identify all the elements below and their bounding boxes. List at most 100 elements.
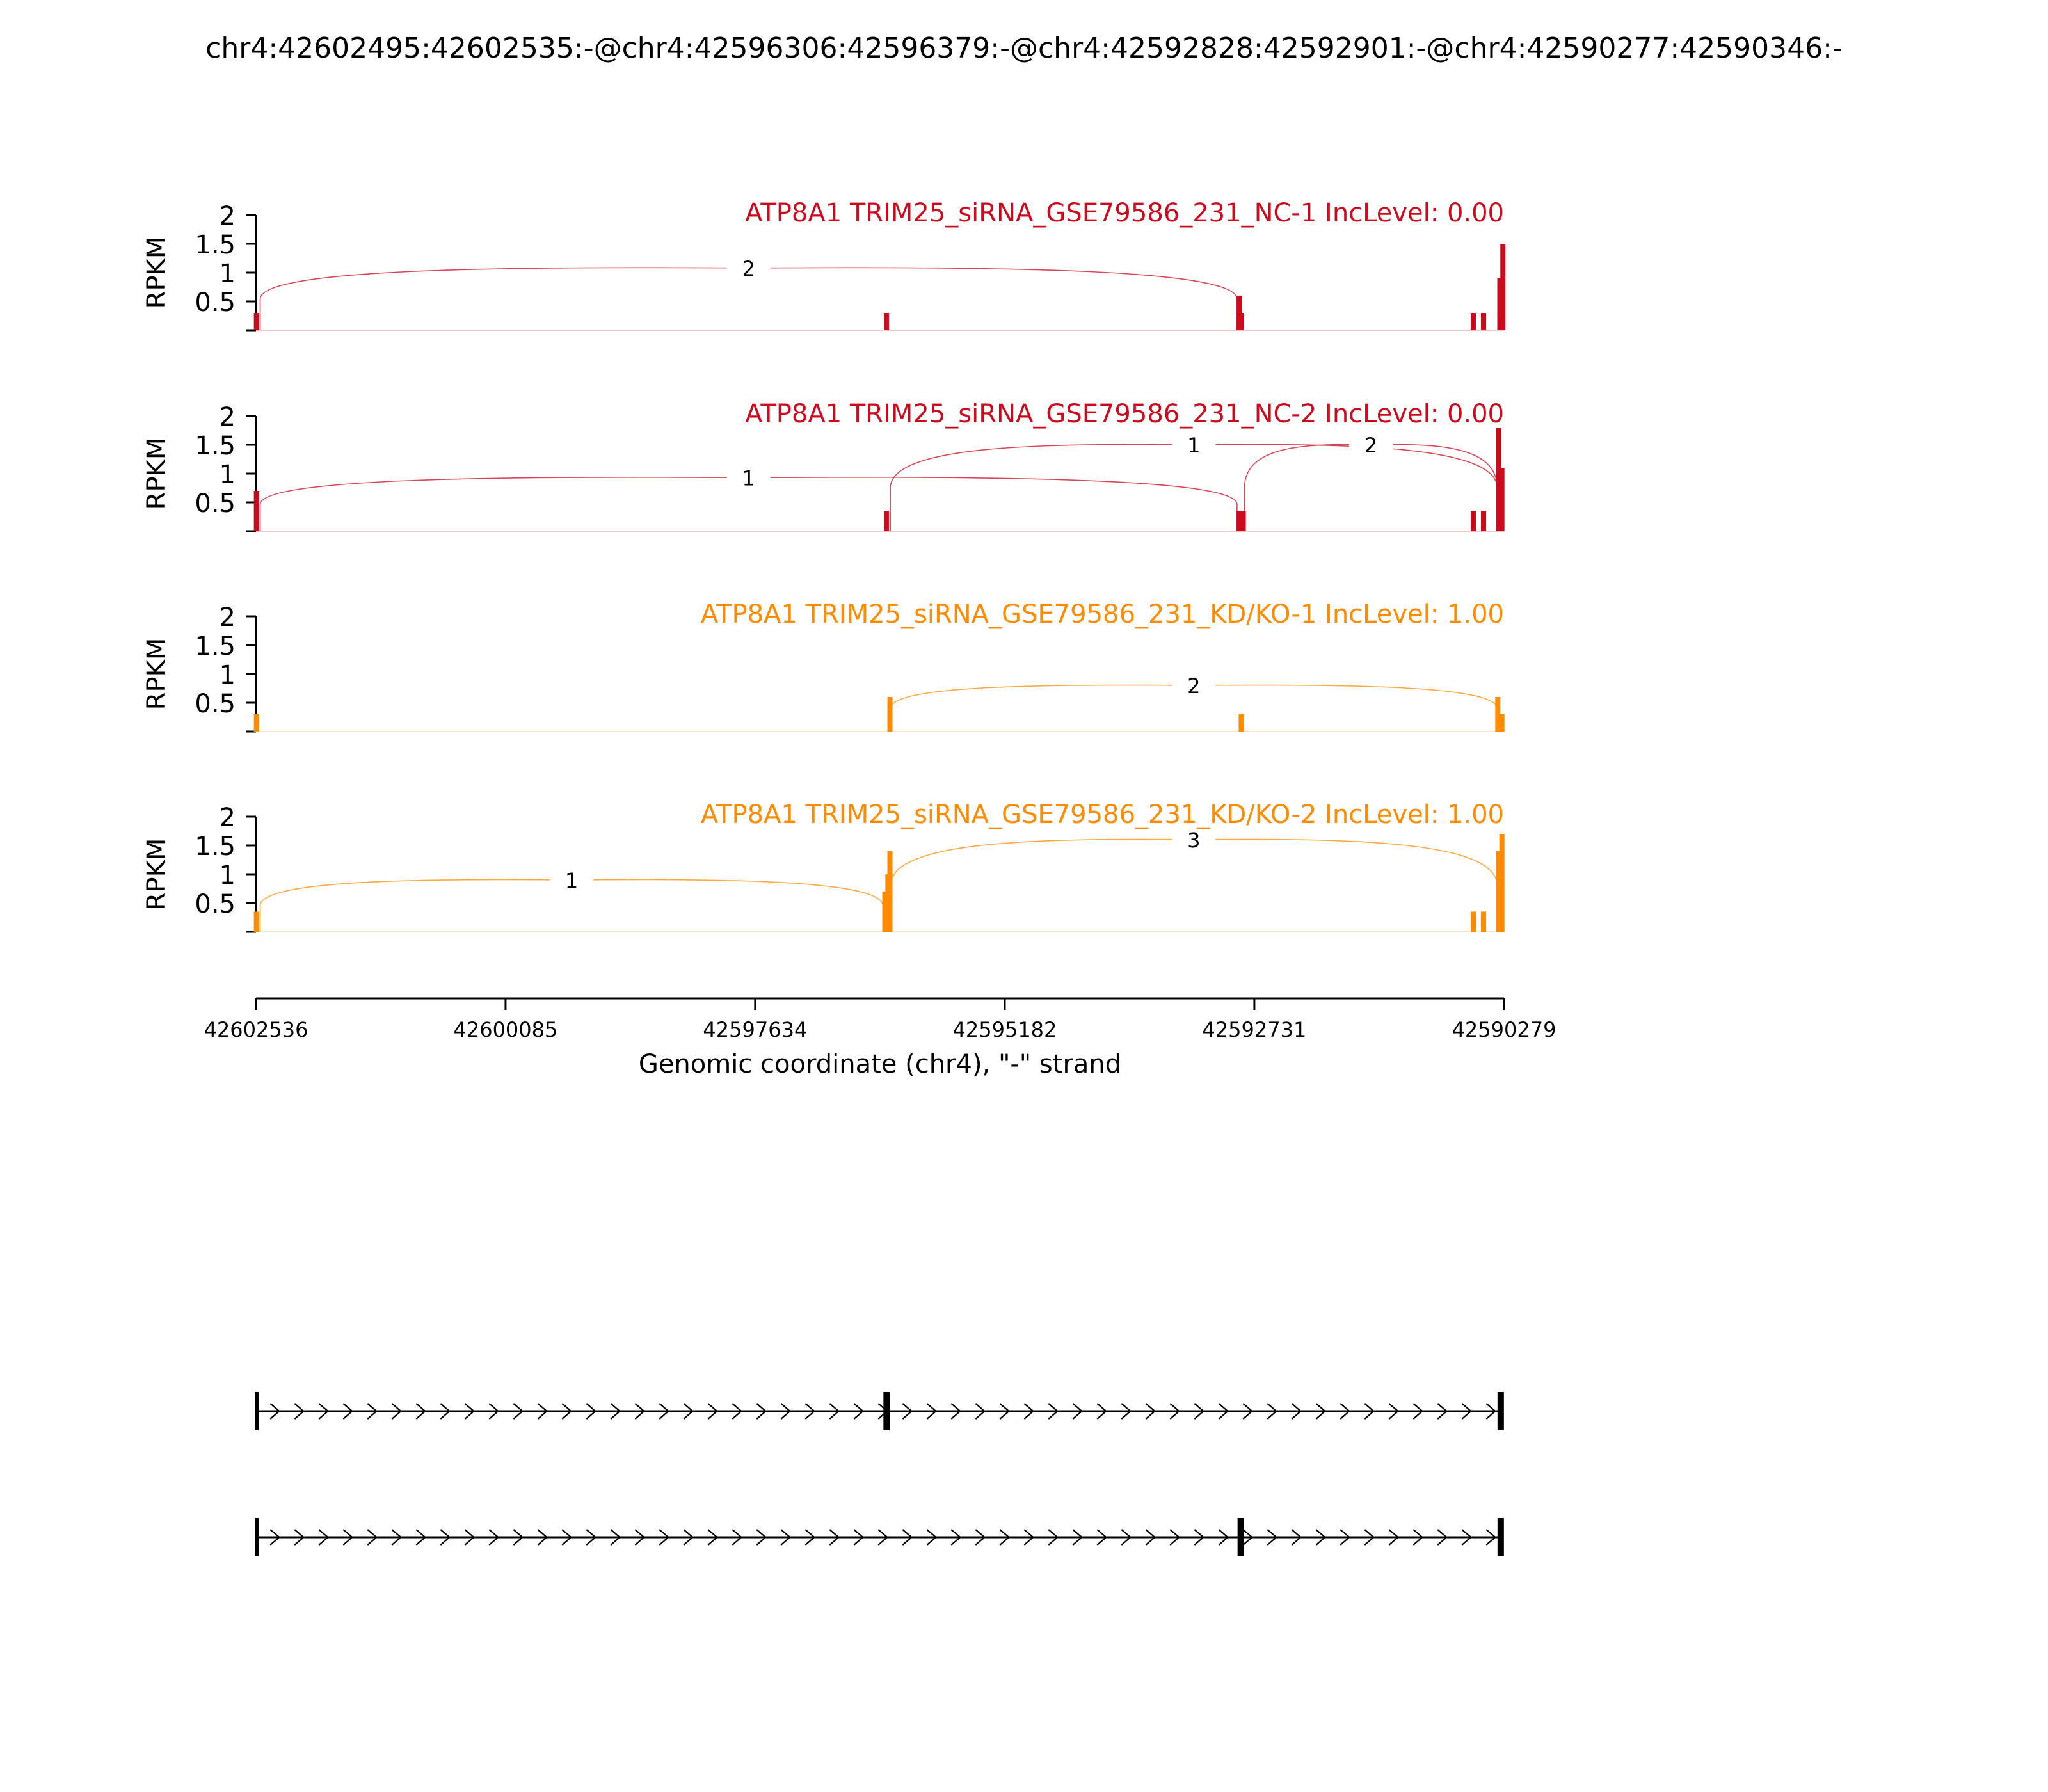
junction-count: 2 bbox=[742, 257, 755, 281]
panel-label: ATP8A1 TRIM25_siRNA_GSE79586_231_KD/KO-1… bbox=[701, 600, 1504, 629]
strand-chevron bbox=[1364, 1529, 1375, 1546]
strand-chevron bbox=[1242, 1403, 1254, 1420]
coverage-bar bbox=[253, 911, 259, 932]
strand-chevron bbox=[804, 1529, 816, 1546]
y-tick-label: 1.5 bbox=[195, 832, 236, 861]
strand-chevron bbox=[318, 1529, 330, 1546]
strand-chevron bbox=[926, 1529, 938, 1546]
coverage-bar bbox=[1471, 511, 1476, 531]
y-tick-label: 1 bbox=[220, 259, 236, 289]
strand-chevron bbox=[513, 1529, 524, 1546]
strand-chevron bbox=[804, 1403, 816, 1420]
strand-chevron bbox=[1364, 1403, 1375, 1420]
isoform-inclusion bbox=[255, 1392, 1504, 1430]
junction-count: 2 bbox=[1364, 433, 1377, 458]
strand-chevron bbox=[1485, 1403, 1497, 1420]
strand-chevron bbox=[610, 1529, 621, 1546]
y-tick-label: 1 bbox=[220, 660, 236, 690]
coverage-bar bbox=[1471, 313, 1476, 330]
strand-chevron bbox=[1145, 1529, 1156, 1546]
exon-block bbox=[883, 1392, 890, 1430]
strand-chevron bbox=[950, 1529, 962, 1546]
coverage-bar bbox=[253, 313, 259, 330]
strand-chevron bbox=[1461, 1403, 1473, 1420]
strand-chevron bbox=[659, 1529, 670, 1546]
strand-chevron bbox=[342, 1403, 354, 1420]
strand-chevron bbox=[1267, 1403, 1278, 1420]
strand-chevron bbox=[561, 1403, 573, 1420]
strand-chevron bbox=[1218, 1529, 1229, 1546]
junction-count: 2 bbox=[1187, 674, 1200, 698]
strand-chevron bbox=[902, 1403, 913, 1420]
strand-chevron bbox=[975, 1529, 986, 1546]
coverage-bar bbox=[253, 491, 259, 531]
y-tick-label: 2 bbox=[220, 403, 236, 432]
strand-chevron bbox=[780, 1403, 792, 1420]
strand-chevron bbox=[853, 1403, 865, 1420]
strand-chevron bbox=[1412, 1529, 1424, 1546]
coverage-bar bbox=[882, 892, 888, 932]
y-axis-label: RPKM bbox=[142, 438, 172, 510]
panel-label: ATP8A1 TRIM25_siRNA_GSE79586_231_NC-2 In… bbox=[745, 399, 1504, 429]
x-tick-label: 42592731 bbox=[1202, 1018, 1306, 1042]
exon-block bbox=[1497, 1518, 1504, 1556]
strand-chevron bbox=[1291, 1529, 1302, 1546]
strand-chevron bbox=[1048, 1403, 1059, 1420]
strand-chevron bbox=[732, 1403, 743, 1420]
coverage-bar bbox=[1499, 834, 1505, 932]
strand-chevron bbox=[391, 1403, 403, 1420]
y-tick-label: 2 bbox=[220, 803, 236, 833]
strand-chevron bbox=[294, 1403, 305, 1420]
strand-chevron bbox=[1023, 1529, 1035, 1546]
strand-chevron bbox=[853, 1529, 865, 1546]
isoform-track bbox=[255, 1392, 1504, 1556]
strand-chevron bbox=[537, 1403, 548, 1420]
strand-chevron bbox=[367, 1403, 378, 1420]
strand-chevron bbox=[586, 1529, 597, 1546]
coverage-bar bbox=[1500, 244, 1506, 330]
strand-chevron bbox=[415, 1529, 427, 1546]
y-tick-label: 1.5 bbox=[195, 431, 236, 461]
strand-chevron bbox=[342, 1529, 354, 1546]
y-axis-label: RPKM bbox=[142, 838, 172, 911]
y-axis-label: RPKM bbox=[142, 638, 172, 710]
strand-chevron bbox=[318, 1403, 330, 1420]
strand-chevron bbox=[634, 1529, 646, 1546]
strand-chevron bbox=[780, 1529, 792, 1546]
y-tick-label: 1.5 bbox=[195, 632, 236, 661]
strand-chevron bbox=[1340, 1403, 1351, 1420]
coverage-bar bbox=[883, 511, 889, 531]
strand-chevron bbox=[1315, 1403, 1327, 1420]
strand-chevron bbox=[1072, 1529, 1084, 1546]
y-tick-label: 0.5 bbox=[195, 288, 236, 317]
isoform-skipping bbox=[255, 1518, 1504, 1556]
coverage-bar bbox=[883, 313, 889, 330]
figure-title: chr4:42602495:42602535:-@chr4:42596306:4… bbox=[205, 32, 1843, 65]
strand-chevron bbox=[586, 1403, 597, 1420]
strand-chevron bbox=[1169, 1403, 1181, 1420]
coverage-bar bbox=[1499, 714, 1505, 732]
strand-chevron bbox=[1242, 1529, 1254, 1546]
strand-chevron bbox=[537, 1529, 548, 1546]
junction-count: 1 bbox=[565, 868, 578, 893]
coverage-bar bbox=[1240, 511, 1246, 531]
panel-label: ATP8A1 TRIM25_siRNA_GSE79586_231_KD/KO-2… bbox=[701, 800, 1504, 829]
strand-chevron bbox=[1121, 1529, 1132, 1546]
strand-chevron bbox=[1194, 1529, 1205, 1546]
junction-label-bg bbox=[1348, 431, 1393, 459]
coverage-bar bbox=[253, 714, 259, 732]
strand-chevron bbox=[440, 1529, 451, 1546]
strand-chevron bbox=[1145, 1403, 1156, 1420]
strand-chevron bbox=[269, 1403, 281, 1420]
strand-chevron bbox=[1023, 1403, 1035, 1420]
strand-chevron bbox=[1291, 1403, 1302, 1420]
strand-chevron bbox=[756, 1529, 767, 1546]
strand-chevron bbox=[610, 1403, 621, 1420]
strand-chevron bbox=[756, 1403, 767, 1420]
coverage-bar bbox=[1496, 851, 1501, 932]
strand-chevron bbox=[1437, 1529, 1448, 1546]
strand-chevron bbox=[1315, 1529, 1327, 1546]
